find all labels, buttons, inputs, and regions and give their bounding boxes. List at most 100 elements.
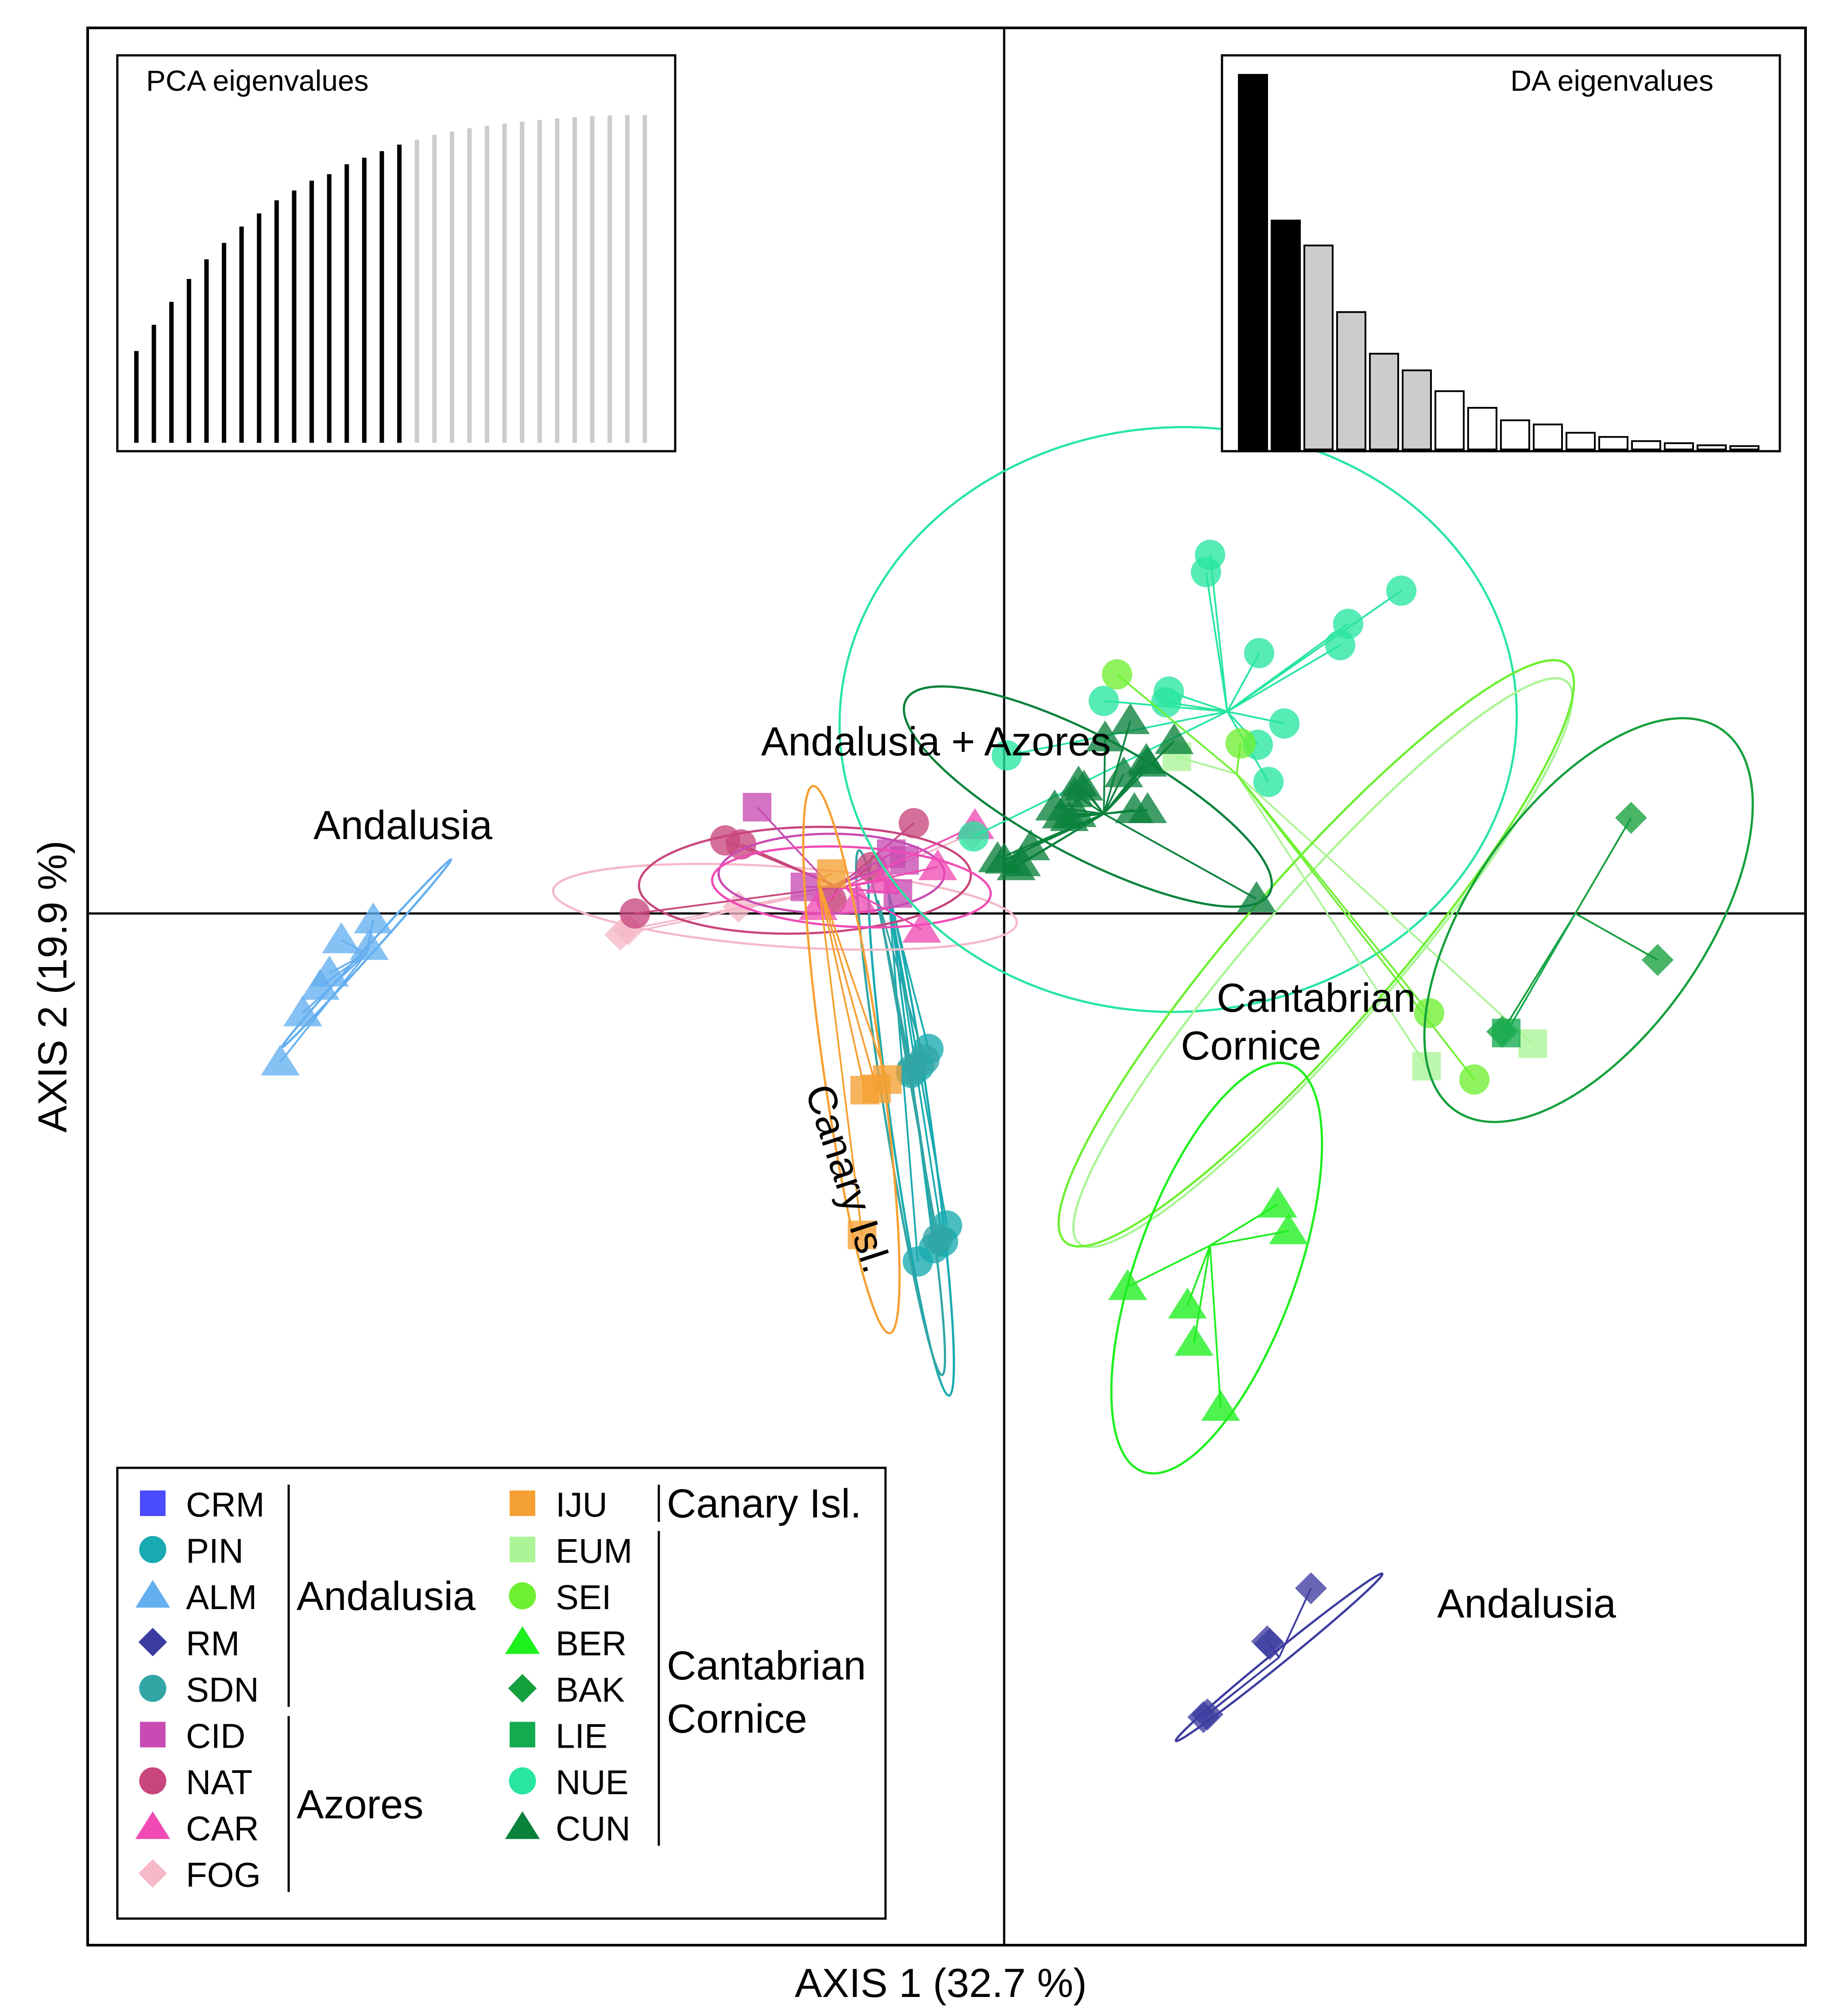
- data-point: [1191, 557, 1222, 588]
- da-eigenvalue-bar: [1238, 74, 1268, 450]
- x-axis-label: AXIS 1 (32.7 %): [795, 1961, 1087, 2006]
- series-sei: [1057, 659, 1575, 1248]
- da-eigenvalue-bar: [1729, 445, 1759, 450]
- data-point: [1104, 756, 1143, 787]
- centroid-link: [1575, 913, 1658, 961]
- data-point: [918, 849, 957, 880]
- series-cun: [903, 685, 1276, 912]
- data-point: [350, 929, 389, 960]
- da-eigenvalue-bar: [1664, 442, 1694, 451]
- centroid-link: [1226, 644, 1341, 712]
- data-point: [1325, 630, 1356, 661]
- annotation-label: Cornice: [1181, 1023, 1321, 1068]
- data-point: [1258, 1187, 1297, 1218]
- data-point: [261, 1045, 300, 1076]
- legend-marker-nat: [139, 1767, 166, 1795]
- annotation-label: Andalusia: [313, 803, 493, 848]
- data-point: [865, 863, 904, 894]
- data-point: [1641, 944, 1674, 976]
- data-point: [1175, 1325, 1214, 1356]
- inertia-ellipse-car: [711, 845, 992, 929]
- data-point: [1086, 720, 1125, 751]
- data-point: [896, 1055, 927, 1086]
- da-eigenvalue-bar: [1533, 423, 1563, 450]
- data-point: [1251, 1625, 1284, 1658]
- data-point: [1244, 638, 1275, 669]
- inertia-ellipse-bak: [1423, 717, 1754, 1123]
- data-point: [1295, 1572, 1327, 1605]
- legend-group-label: Andalusia: [297, 1574, 476, 1619]
- da-eigenvalue-bar: [1598, 436, 1628, 450]
- legend-label-nat: NAT: [186, 1763, 252, 1802]
- da-eigenvalue-bar: [1697, 444, 1727, 450]
- inertia-ellipse-iju: [802, 785, 901, 1335]
- legend-marker-lie: [510, 1722, 535, 1748]
- series-sdn: [855, 849, 953, 1377]
- legend-label-cid: CID: [186, 1717, 245, 1756]
- series-eum: [1072, 677, 1574, 1248]
- data-point: [958, 821, 989, 852]
- centroid-link: [844, 825, 975, 888]
- da-eigenvalue-bar: [1467, 407, 1497, 450]
- legend-label-fog: FOG: [186, 1855, 261, 1894]
- centroid-link: [1193, 1245, 1211, 1343]
- inertia-ellipse-sdn: [855, 849, 946, 1377]
- data-layer: [261, 426, 1754, 1742]
- legend-marker-bak: [508, 1674, 537, 1703]
- legend-marker-cid: [140, 1722, 166, 1748]
- data-point: [902, 912, 941, 943]
- data-point: [1050, 800, 1089, 831]
- plot-frame: [86, 27, 1807, 1946]
- da-eigenvalue-bar: [1271, 220, 1301, 450]
- legend-label-iju: IJU: [556, 1485, 607, 1524]
- centroid-link: [279, 952, 367, 1063]
- data-point: [1518, 1029, 1547, 1058]
- pca-bars: [134, 115, 647, 443]
- centroid-link: [1278, 1588, 1312, 1658]
- series-iju: [802, 785, 902, 1335]
- data-point: [898, 808, 929, 839]
- centroid-link: [1505, 913, 1576, 1034]
- series-alm: [261, 858, 452, 1076]
- legend-label-nue: NUE: [556, 1763, 629, 1802]
- legend-marker-car: [135, 1811, 170, 1839]
- pca-inset-frame: [116, 54, 677, 453]
- data-point: [817, 859, 846, 888]
- centroid-link: [1206, 1656, 1280, 1715]
- series-rm: [1175, 1572, 1384, 1742]
- centroid-link: [1103, 813, 1257, 900]
- legend-label-alm: ALM: [186, 1578, 257, 1617]
- data-point: [839, 882, 878, 913]
- legend-group-label: Azores: [297, 1782, 423, 1827]
- legend-label-sei: SEI: [556, 1578, 611, 1617]
- annotation-label: Andalusia + Azores: [761, 719, 1111, 764]
- data-point: [1064, 770, 1103, 801]
- da-bars: [1238, 74, 1759, 451]
- legend-group-label: Cantabrian: [667, 1643, 866, 1688]
- centroid-link: [1236, 773, 1534, 1045]
- legend-entries: CRM PIN ALM RM SDN CID NAT CAR FOG Andalusia Azore…: [135, 1481, 866, 1894]
- legend-label-bak: BAK: [556, 1670, 625, 1709]
- inertia-ellipse-ber: [1110, 1061, 1323, 1475]
- data-point: [991, 740, 1022, 771]
- data-point: [902, 1246, 933, 1277]
- legend-frame: [116, 1467, 887, 1920]
- legend: CRM PIN ALM RM SDN CID NAT CAR FOG Andalusia Azore…: [116, 1467, 887, 1920]
- da-eigenvalue-bar: [1303, 244, 1334, 451]
- data-point: [619, 898, 650, 929]
- legend-label-lie: LIE: [556, 1717, 607, 1756]
- legend-marker-alm: [135, 1580, 170, 1608]
- legend-label-ber: BER: [556, 1624, 626, 1663]
- data-point: [1269, 1213, 1308, 1244]
- centroid-link: [1116, 673, 1237, 775]
- data-point: [726, 829, 757, 860]
- series-fog: [552, 817, 1018, 951]
- data-point: [1492, 1018, 1521, 1048]
- legend-marker-fog: [138, 1859, 167, 1888]
- centroid-link: [1209, 1245, 1222, 1408]
- data-point: [1191, 1698, 1224, 1731]
- data-point: [1201, 1390, 1240, 1421]
- centroid-link: [1574, 817, 1632, 914]
- annotation-label: Andalusia: [1437, 1581, 1616, 1626]
